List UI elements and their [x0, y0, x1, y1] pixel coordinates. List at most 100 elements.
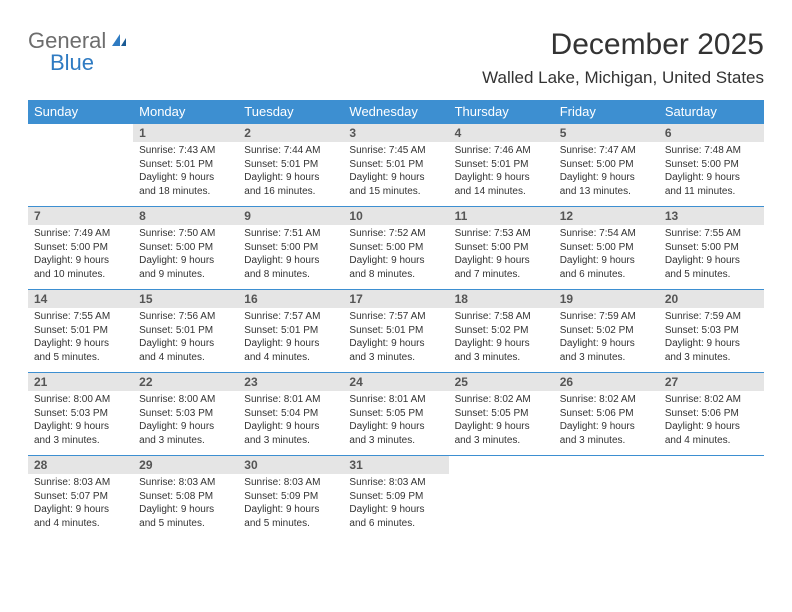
daylight-text: Daylight: 9 hours and 7 minutes.	[455, 254, 548, 281]
sunrise-text: Sunrise: 8:02 AM	[455, 393, 548, 407]
location-text: Walled Lake, Michigan, United States	[482, 68, 764, 88]
day-number: 12	[554, 207, 659, 225]
day-cell: 16Sunrise: 7:57 AMSunset: 5:01 PMDayligh…	[238, 290, 343, 372]
daylight-text: Daylight: 9 hours and 4 minutes.	[139, 337, 232, 364]
sunset-text: Sunset: 5:07 PM	[34, 490, 127, 504]
sunrise-text: Sunrise: 7:49 AM	[34, 227, 127, 241]
sunset-text: Sunset: 5:00 PM	[34, 241, 127, 255]
daylight-text: Daylight: 9 hours and 11 minutes.	[665, 171, 758, 198]
logo-sail-icon	[110, 32, 128, 53]
sunrise-text: Sunrise: 7:59 AM	[560, 310, 653, 324]
day-body: Sunrise: 7:43 AMSunset: 5:01 PMDaylight:…	[133, 142, 238, 202]
sunset-text: Sunset: 5:06 PM	[560, 407, 653, 421]
calendar-body: 1Sunrise: 7:43 AMSunset: 5:01 PMDaylight…	[28, 123, 764, 538]
week-row: 21Sunrise: 8:00 AMSunset: 5:03 PMDayligh…	[28, 372, 764, 455]
day-number: 9	[238, 207, 343, 225]
daylight-text: Daylight: 9 hours and 5 minutes.	[665, 254, 758, 281]
day-cell: 17Sunrise: 7:57 AMSunset: 5:01 PMDayligh…	[343, 290, 448, 372]
day-cell: 26Sunrise: 8:02 AMSunset: 5:06 PMDayligh…	[554, 373, 659, 455]
day-cell: 14Sunrise: 7:55 AMSunset: 5:01 PMDayligh…	[28, 290, 133, 372]
day-body: Sunrise: 7:45 AMSunset: 5:01 PMDaylight:…	[343, 142, 448, 202]
daylight-text: Daylight: 9 hours and 4 minutes.	[34, 503, 127, 530]
sunset-text: Sunset: 5:01 PM	[34, 324, 127, 338]
daylight-text: Daylight: 9 hours and 10 minutes.	[34, 254, 127, 281]
calendar-grid: SundayMondayTuesdayWednesdayThursdayFrid…	[28, 100, 764, 538]
day-number: 15	[133, 290, 238, 308]
sunset-text: Sunset: 5:02 PM	[560, 324, 653, 338]
sunrise-text: Sunrise: 8:02 AM	[560, 393, 653, 407]
sunset-text: Sunset: 5:01 PM	[349, 324, 442, 338]
day-cell: 29Sunrise: 8:03 AMSunset: 5:08 PMDayligh…	[133, 456, 238, 538]
sunrise-text: Sunrise: 7:55 AM	[34, 310, 127, 324]
day-body: Sunrise: 7:46 AMSunset: 5:01 PMDaylight:…	[449, 142, 554, 202]
day-body: Sunrise: 7:50 AMSunset: 5:00 PMDaylight:…	[133, 225, 238, 285]
page-title: December 2025	[551, 28, 764, 62]
daylight-text: Daylight: 9 hours and 6 minutes.	[349, 503, 442, 530]
day-body: Sunrise: 7:55 AMSunset: 5:01 PMDaylight:…	[28, 308, 133, 368]
sunrise-text: Sunrise: 7:46 AM	[455, 144, 548, 158]
day-cell: 24Sunrise: 8:01 AMSunset: 5:05 PMDayligh…	[343, 373, 448, 455]
daylight-text: Daylight: 9 hours and 9 minutes.	[139, 254, 232, 281]
sunrise-text: Sunrise: 8:00 AM	[139, 393, 232, 407]
daylight-text: Daylight: 9 hours and 15 minutes.	[349, 171, 442, 198]
day-cell: 1Sunrise: 7:43 AMSunset: 5:01 PMDaylight…	[133, 124, 238, 206]
day-number: 6	[659, 124, 764, 142]
day-number: 26	[554, 373, 659, 391]
sunset-text: Sunset: 5:06 PM	[665, 407, 758, 421]
day-header: Tuesday	[238, 100, 343, 123]
day-body: Sunrise: 7:54 AMSunset: 5:00 PMDaylight:…	[554, 225, 659, 285]
sunset-text: Sunset: 5:03 PM	[34, 407, 127, 421]
sunrise-text: Sunrise: 7:59 AM	[665, 310, 758, 324]
sunset-text: Sunset: 5:01 PM	[349, 158, 442, 172]
day-header: Monday	[133, 100, 238, 123]
sunrise-text: Sunrise: 7:52 AM	[349, 227, 442, 241]
sunset-text: Sunset: 5:09 PM	[349, 490, 442, 504]
day-cell: 12Sunrise: 7:54 AMSunset: 5:00 PMDayligh…	[554, 207, 659, 289]
day-number: 4	[449, 124, 554, 142]
day-number: 20	[659, 290, 764, 308]
sunrise-text: Sunrise: 7:44 AM	[244, 144, 337, 158]
day-body: Sunrise: 7:59 AMSunset: 5:02 PMDaylight:…	[554, 308, 659, 368]
sunrise-text: Sunrise: 7:57 AM	[244, 310, 337, 324]
day-cell	[28, 124, 133, 206]
sunset-text: Sunset: 5:03 PM	[139, 407, 232, 421]
daylight-text: Daylight: 9 hours and 3 minutes.	[349, 420, 442, 447]
day-cell: 21Sunrise: 8:00 AMSunset: 5:03 PMDayligh…	[28, 373, 133, 455]
day-body: Sunrise: 8:03 AMSunset: 5:09 PMDaylight:…	[238, 474, 343, 534]
sunset-text: Sunset: 5:00 PM	[244, 241, 337, 255]
day-number: 16	[238, 290, 343, 308]
sunset-text: Sunset: 5:09 PM	[244, 490, 337, 504]
day-cell: 18Sunrise: 7:58 AMSunset: 5:02 PMDayligh…	[449, 290, 554, 372]
logo-text-blue-wrap: Blue	[50, 50, 94, 76]
day-body: Sunrise: 8:00 AMSunset: 5:03 PMDaylight:…	[28, 391, 133, 451]
day-body: Sunrise: 8:03 AMSunset: 5:08 PMDaylight:…	[133, 474, 238, 534]
day-number: 11	[449, 207, 554, 225]
day-number: 24	[343, 373, 448, 391]
day-cell: 4Sunrise: 7:46 AMSunset: 5:01 PMDaylight…	[449, 124, 554, 206]
day-cell: 9Sunrise: 7:51 AMSunset: 5:00 PMDaylight…	[238, 207, 343, 289]
sunset-text: Sunset: 5:04 PM	[244, 407, 337, 421]
sunset-text: Sunset: 5:03 PM	[665, 324, 758, 338]
day-number: 31	[343, 456, 448, 474]
sunset-text: Sunset: 5:05 PM	[455, 407, 548, 421]
day-body: Sunrise: 7:47 AMSunset: 5:00 PMDaylight:…	[554, 142, 659, 202]
day-number: 13	[659, 207, 764, 225]
week-row: 28Sunrise: 8:03 AMSunset: 5:07 PMDayligh…	[28, 455, 764, 538]
day-header: Saturday	[659, 100, 764, 123]
sunset-text: Sunset: 5:00 PM	[560, 241, 653, 255]
day-cell: 23Sunrise: 8:01 AMSunset: 5:04 PMDayligh…	[238, 373, 343, 455]
day-body: Sunrise: 7:52 AMSunset: 5:00 PMDaylight:…	[343, 225, 448, 285]
daylight-text: Daylight: 9 hours and 3 minutes.	[34, 420, 127, 447]
day-number: 30	[238, 456, 343, 474]
daylight-text: Daylight: 9 hours and 13 minutes.	[560, 171, 653, 198]
daylight-text: Daylight: 9 hours and 3 minutes.	[455, 337, 548, 364]
day-number: 3	[343, 124, 448, 142]
sunrise-text: Sunrise: 8:00 AM	[34, 393, 127, 407]
day-body: Sunrise: 8:03 AMSunset: 5:09 PMDaylight:…	[343, 474, 448, 534]
sunrise-text: Sunrise: 7:45 AM	[349, 144, 442, 158]
day-body: Sunrise: 8:01 AMSunset: 5:04 PMDaylight:…	[238, 391, 343, 451]
day-number: 8	[133, 207, 238, 225]
day-body: Sunrise: 7:44 AMSunset: 5:01 PMDaylight:…	[238, 142, 343, 202]
day-body: Sunrise: 7:58 AMSunset: 5:02 PMDaylight:…	[449, 308, 554, 368]
day-number: 14	[28, 290, 133, 308]
